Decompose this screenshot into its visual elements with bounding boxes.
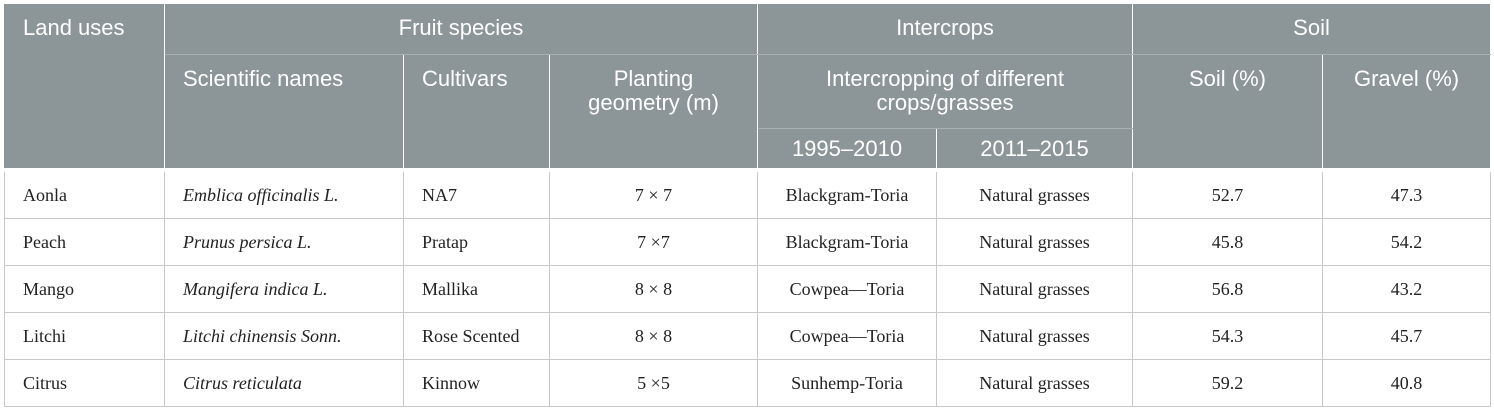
header-cell: Cultivars: [403, 54, 550, 171]
table-cell: 54.2: [1322, 218, 1492, 266]
header-cell: Soil: [1132, 4, 1492, 55]
table-cell: 45.7: [1322, 312, 1492, 360]
table-cell: 56.8: [1132, 265, 1324, 313]
table-cell: Citrus: [4, 359, 165, 407]
table-cell: 40.8: [1322, 359, 1492, 407]
table-row: Mango Mangifera indica L. Mallika 8 × 8 Cowp…: [4, 265, 1492, 313]
table-cell: Mango: [4, 265, 165, 313]
table-body: Aonla Emblica officinalis L. NA7 7 × 7 Black…: [4, 168, 1492, 407]
table-cell: Mallika: [403, 265, 550, 313]
header-cell: Planting geometry (m): [549, 54, 758, 171]
table-cell: 54.3: [1132, 312, 1324, 360]
table-cell: Mangifera indica L.: [164, 265, 404, 313]
table-cell: Rose Scented: [403, 312, 550, 360]
table-cell: Emblica officinalis L.: [164, 168, 404, 219]
table-cell: Litchi: [4, 312, 165, 360]
data-table: Land uses Fruit species Intercrops Soil …: [4, 4, 1492, 407]
table-cell: Natural grasses: [935, 218, 1134, 266]
table-cell: 7 × 7: [549, 168, 758, 219]
table-cell: Blackgram-Toria: [757, 168, 937, 219]
header-cell: Land uses: [4, 4, 165, 171]
table-cell: 5 ×5: [549, 359, 758, 407]
table-cell: 43.2: [1322, 265, 1492, 313]
table-cell: NA7: [403, 168, 550, 219]
table-cell: Natural grasses: [935, 168, 1134, 219]
table-cell: 45.8: [1132, 218, 1324, 266]
header-cell: 1995–2010: [757, 128, 937, 171]
table-cell: Pratap: [403, 218, 550, 266]
table-cell: Peach: [4, 218, 165, 266]
table-cell: Litchi chinensis Sonn.: [164, 312, 404, 360]
header-cell: Soil (%): [1132, 54, 1324, 171]
table-cell: Sunhemp-Toria: [757, 359, 937, 407]
header-cell: Scientific names: [164, 54, 404, 171]
table-cell: 7 ×7: [549, 218, 758, 266]
header-cell: Fruit species: [164, 4, 758, 55]
header-cell: Intercropping of different crops/grasses: [756, 54, 1134, 129]
table-cell: Natural grasses: [935, 359, 1134, 407]
table-cell: 52.7: [1132, 168, 1324, 219]
table-row: Litchi Litchi chinensis Sonn. Rose Scented…: [4, 312, 1492, 360]
table-row: Aonla Emblica officinalis L. NA7 7 × 7 Black…: [4, 168, 1492, 219]
table-cell: Natural grasses: [935, 265, 1134, 313]
table-cell: 47.3: [1322, 168, 1492, 219]
header-cell: 2011–2015: [935, 128, 1134, 171]
table-header: Land uses Fruit species Intercrops Soil …: [4, 4, 1492, 171]
table-cell: Aonla: [4, 168, 165, 219]
table-cell: 8 × 8: [549, 265, 758, 313]
table-cell: 8 × 8: [549, 312, 758, 360]
table-cell: Blackgram-Toria: [757, 218, 937, 266]
table-cell: 59.2: [1132, 359, 1324, 407]
header-cell: Intercrops: [756, 4, 1134, 55]
table-cell: Kinnow: [403, 359, 550, 407]
table-cell: Natural grasses: [935, 312, 1134, 360]
table-row: Peach Prunus persica L. Pratap 7 ×7 Blackgra…: [4, 218, 1492, 266]
table-cell: Cowpea—Toria: [757, 265, 937, 313]
table-cell: Citrus reticulata: [164, 359, 404, 407]
table-row: Citrus Citrus reticulata Kinnow 5 ×5 Sunhemp…: [4, 359, 1492, 407]
table-cell: Prunus persica L.: [164, 218, 404, 266]
header-cell: Gravel (%): [1322, 54, 1492, 171]
table-cell: Cowpea—Toria: [757, 312, 937, 360]
